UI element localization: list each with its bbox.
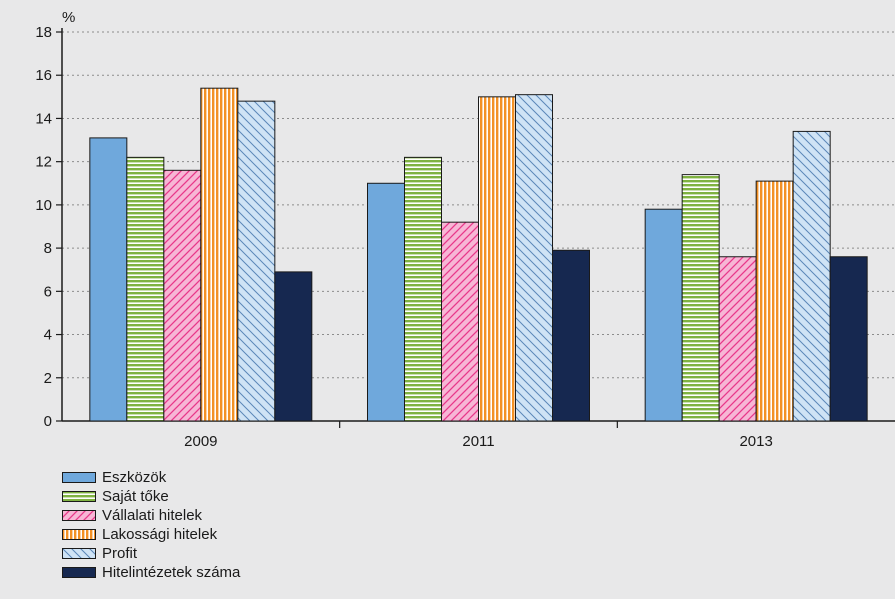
legend-swatch	[62, 510, 96, 521]
y-tick-label: 4	[44, 327, 52, 344]
bar-saj-t-t-ke-2011	[404, 156, 442, 422]
legend-label: Saját tőke	[102, 488, 169, 505]
legend-item: Saját tőke	[62, 487, 240, 506]
legend-swatch	[62, 567, 96, 578]
bar-lakoss-gi-hitelek-2009	[200, 87, 239, 422]
legend-item: Hitelintézetek száma	[62, 563, 240, 582]
legend-label: Lakossági hitelek	[102, 526, 218, 543]
y-tick-label: 2	[44, 370, 52, 387]
y-tick-label: 8	[44, 240, 52, 257]
bar-eszk-z-k-2011	[367, 182, 405, 422]
bar-eszk-z-k-2013	[644, 208, 683, 422]
y-tick-label: 6	[44, 283, 52, 300]
legend-swatch	[62, 529, 96, 540]
y-tick-label: 10	[35, 197, 52, 214]
bar-profit-2009	[237, 100, 276, 422]
labels: 0 2 4 6 8 10 12 14 16 18 2009 2011 2013	[35, 24, 773, 450]
bar-chart: % 0 2 4 6 8 10 12 14 16 18 2009 2011 2013	[35, 9, 895, 450]
legend-swatch	[62, 491, 96, 502]
legend-label: Vállalati hitelek	[102, 507, 203, 524]
x-category-label: 2009	[184, 433, 217, 450]
bar-hitelint-zetek-sz-ma-2011	[552, 249, 590, 422]
bar-saj-t-t-ke-2013	[681, 174, 720, 422]
y-tick-label: 0	[44, 413, 52, 430]
bar-eszk-z-k-2009	[89, 137, 128, 422]
legend-label: Profit	[102, 545, 138, 562]
legend-item: Profit	[62, 544, 240, 563]
x-category-label: 2011	[462, 433, 494, 450]
legend-item: Vállalati hitelek	[62, 506, 240, 525]
bar-v-llalati-hitelek-2013	[718, 256, 757, 422]
bar-saj-t-t-ke-2009	[126, 156, 165, 422]
bar-profit-2013	[792, 130, 831, 422]
y-tick-label: 18	[35, 24, 52, 41]
bar-hitelint-zetek-sz-ma-2013	[829, 256, 868, 422]
x-category-label: 2013	[739, 433, 772, 450]
bar-lakoss-gi-hitelek-2013	[755, 180, 794, 422]
legend-item: Lakossági hitelek	[62, 525, 240, 544]
y-tick-label: 12	[35, 154, 52, 171]
legend: Eszközök Saját tőke Vállalati hitelek Lakos…	[62, 468, 240, 582]
legend-swatch	[62, 548, 96, 559]
legend-label: Hitelintézetek száma	[102, 564, 241, 581]
legend-item: Eszközök	[62, 468, 240, 487]
bar-v-llalati-hitelek-2009	[163, 169, 202, 422]
bars	[89, 87, 868, 422]
legend-label: Eszközök	[102, 469, 167, 486]
y-tick-label: 16	[35, 67, 52, 84]
legend-swatch	[62, 472, 96, 483]
bar-lakoss-gi-hitelek-2011	[478, 96, 516, 422]
bar-v-llalati-hitelek-2011	[441, 221, 479, 422]
bar-hitelint-zetek-sz-ma-2009	[274, 271, 313, 422]
bar-profit-2011	[515, 94, 553, 422]
y-tick-label: 14	[35, 110, 52, 127]
y-unit-label: %	[62, 9, 75, 26]
